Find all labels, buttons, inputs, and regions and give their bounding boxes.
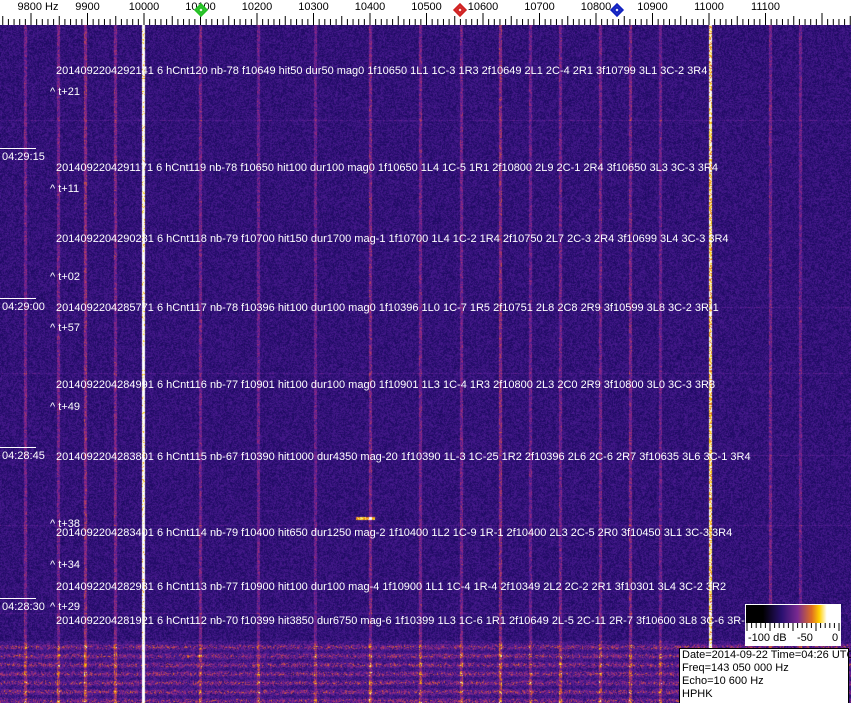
info-date-time: Date=2014-09-22 Time=04:26 UTC bbox=[682, 649, 851, 661]
time-offset-label: ^ t+29 bbox=[50, 601, 80, 613]
color-scale-ticks bbox=[746, 623, 840, 631]
axis-tick-label: 10700 bbox=[524, 1, 555, 13]
axis-tick-label: 11000 bbox=[694, 1, 724, 13]
axis-tick-label: 9900 bbox=[75, 1, 100, 13]
time-offset-label: ^ t+21 bbox=[50, 86, 80, 98]
info-frequency: Freq=143 050 000 Hz bbox=[682, 662, 789, 674]
time-label: 04:29:00 bbox=[0, 298, 45, 313]
detection-line: 2014092204283801 6 hCnt115 nb-67 f10390 … bbox=[56, 451, 751, 463]
info-echo: Echo=10 600 Hz bbox=[682, 675, 764, 687]
time-offset-label: ^ t+02 bbox=[50, 271, 80, 283]
axis-tick-label: 10900 bbox=[637, 1, 668, 13]
time-label: 04:28:30 bbox=[0, 598, 45, 613]
time-label: 04:29:15 bbox=[0, 148, 45, 163]
axis-tick-label: 10800 bbox=[580, 1, 612, 13]
detection-line: 2014092204284991 6 hCnt116 nb-77 f10901 … bbox=[56, 379, 716, 391]
color-scale-gradient bbox=[746, 605, 840, 623]
detection-line: 2014092204291171 6 hCnt119 nb-78 f10650 … bbox=[56, 162, 718, 174]
time-offset-label: ^ t+49 bbox=[50, 401, 80, 413]
axis-tick-label: 10000 bbox=[128, 1, 160, 13]
detection-line: 2014092204283401 6 hCnt114 nb-79 f10400 … bbox=[56, 527, 733, 539]
axis-tick-label: 10300 bbox=[298, 1, 329, 13]
time-offset-label: ^ t+57 bbox=[50, 322, 80, 334]
detection-line: 2014092204290281 6 hCnt118 nb-79 f10700 … bbox=[56, 233, 729, 245]
axis-tick-label: 10400 bbox=[354, 1, 386, 13]
detection-line: 2014092204292141 6 hCnt120 nb-78 f10649 … bbox=[56, 65, 708, 77]
axis-tick-label: 10500 bbox=[411, 1, 442, 13]
detection-line: 2014092204285771 6 hCnt117 nb-78 f10396 … bbox=[56, 302, 719, 314]
scale-label-mid: -50 bbox=[797, 632, 813, 644]
time-offset-label: ^ t+34 bbox=[50, 559, 80, 571]
info-box: Date=2014-09-22 Time=04:26 UTC Freq=143 … bbox=[679, 648, 851, 703]
time-label: 04:28:45 bbox=[0, 447, 45, 462]
scale-label-max: 0 bbox=[832, 632, 839, 644]
axis-unit-label: 9800 Hz bbox=[17, 1, 59, 13]
scale-label-min: -100 dB bbox=[748, 632, 787, 644]
info-station: HPHK bbox=[682, 688, 713, 700]
waterfall-display[interactable] bbox=[0, 25, 851, 703]
frequency-axis[interactable]: 9800 Hz 99001000010100102001030010400105… bbox=[0, 0, 851, 25]
color-scale: -100 dB -50 0 bbox=[745, 604, 841, 646]
time-offset-label: ^ t+11 bbox=[50, 183, 80, 195]
detection-line: 2014092204282981 6 hCnt113 nb-77 f10900 … bbox=[56, 581, 727, 593]
axis-tick-label: 11100 bbox=[751, 1, 780, 13]
axis-tick-label: 10600 bbox=[467, 1, 499, 13]
axis-ticks bbox=[2, 13, 851, 25]
time-offset-label: ^ t+38 bbox=[50, 518, 80, 530]
axis-tick-label: 10200 bbox=[241, 1, 273, 13]
detection-line: 2014092204281921 6 hCnt112 nb-70 f10399 … bbox=[56, 615, 751, 627]
